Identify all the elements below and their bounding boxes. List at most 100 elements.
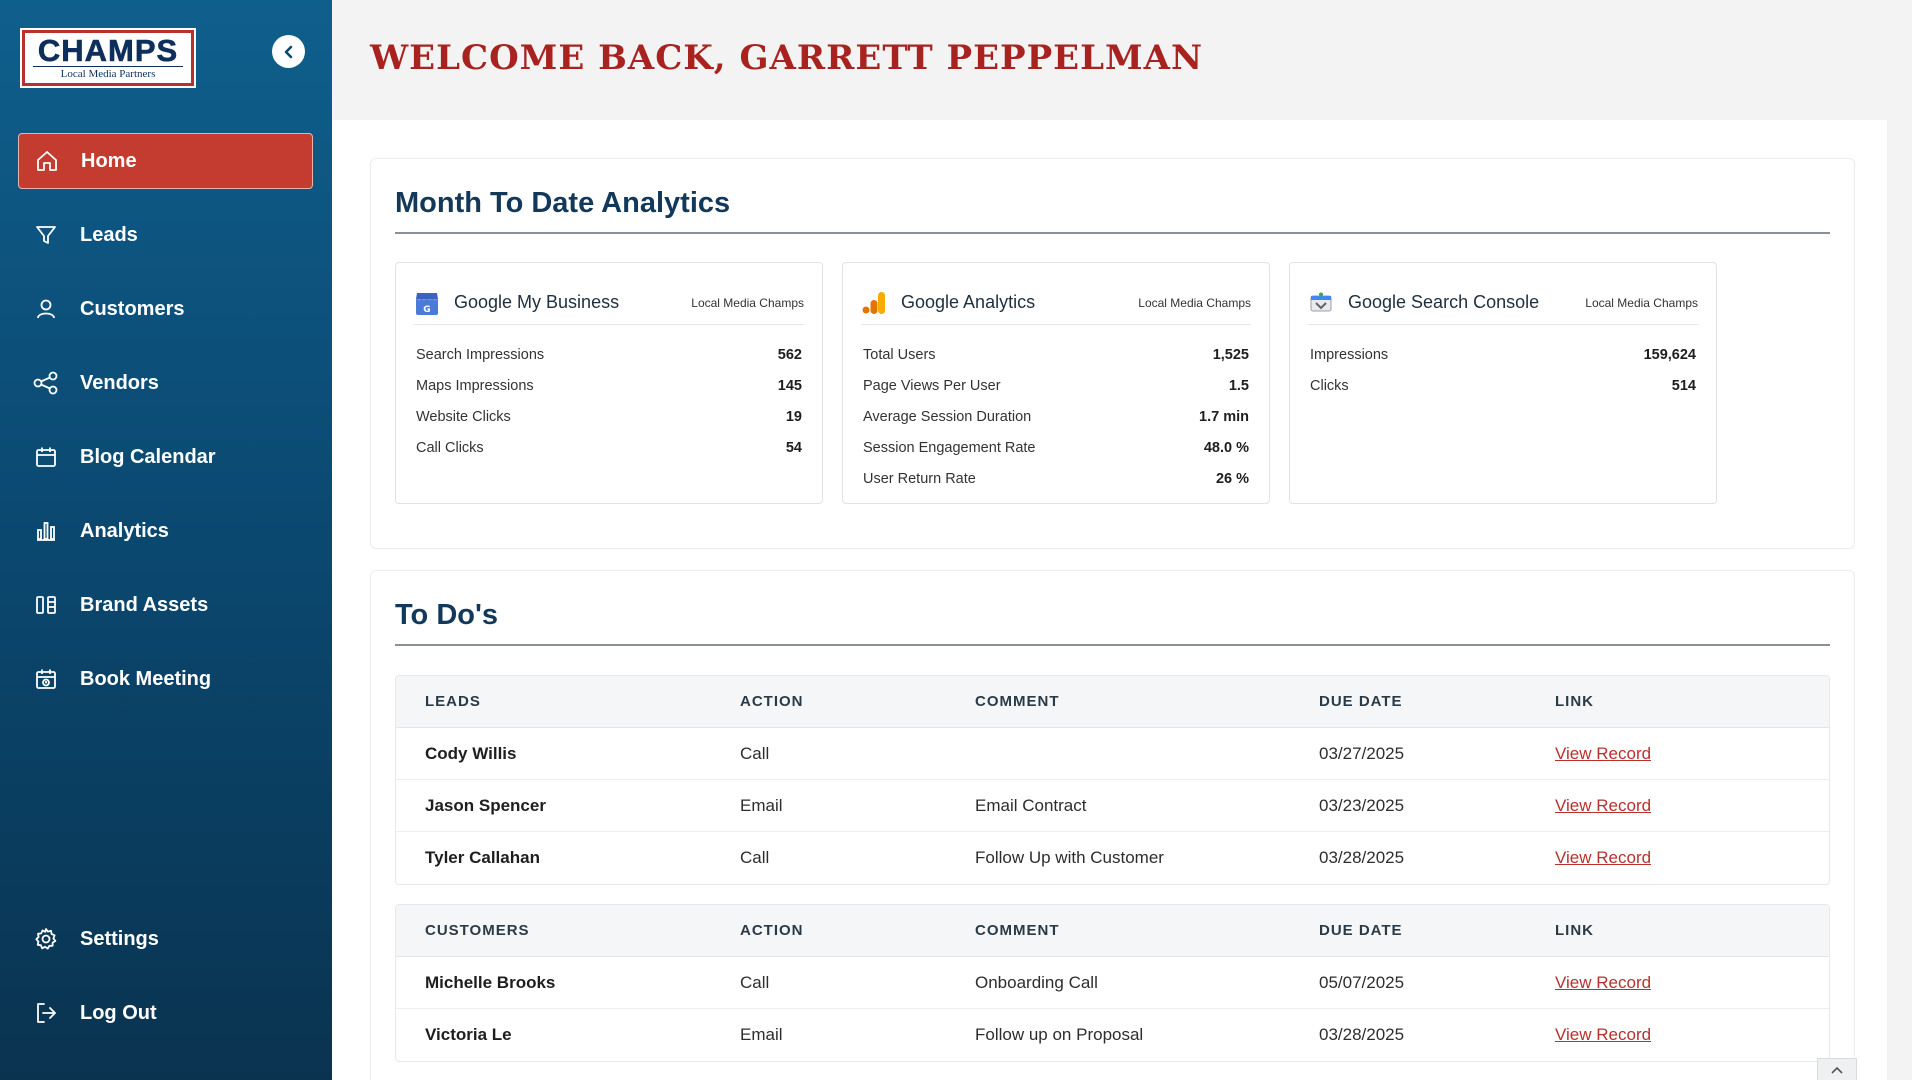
customer-name: Victoria Le [425, 1025, 512, 1044]
todos-card: To Do's LEADS ACTION COMMENT DUE DATE LI… [370, 570, 1855, 1080]
metric-value: 1.7 min [1199, 408, 1249, 425]
action: Email [740, 1025, 783, 1044]
column-header: COMMENT [975, 922, 1060, 939]
sidebar-item-label: Customers [80, 297, 185, 320]
due-date: 03/28/2025 [1319, 1025, 1405, 1044]
column-header: CUSTOMERS [425, 922, 530, 939]
view-record-link[interactable]: View Record [1555, 848, 1652, 867]
metric-value: 54 [785, 439, 802, 456]
metric-value: 1,525 [1212, 346, 1249, 363]
table-row: Victoria Le Email Follow up on Proposal … [396, 1009, 1829, 1061]
sidebar-item-label: Settings [80, 927, 159, 950]
sidebar-item-leads[interactable]: Leads [18, 207, 313, 263]
metric-value: 562 [777, 346, 802, 363]
bar-chart-icon [32, 517, 60, 545]
action: Email [740, 795, 783, 815]
sidebar-item-home[interactable]: Home [18, 133, 313, 189]
card-owner: Local Media Champs [691, 295, 804, 310]
comment: Follow up on Proposal [975, 1025, 1144, 1044]
sidebar-item-settings[interactable]: Settings [18, 911, 313, 967]
collapse-sidebar-button[interactable] [272, 35, 305, 68]
champs-logo[interactable]: CHAMPS Local Media Partners [22, 30, 194, 86]
metric-label: Average Session Duration [863, 408, 1032, 425]
metric-value: 145 [777, 377, 802, 394]
view-record-link[interactable]: View Record [1555, 743, 1652, 763]
table-row: Tyler Callahan Call Follow Up with Custo… [396, 832, 1829, 884]
card-owner: Local Media Champs [1138, 295, 1251, 310]
metric-value: 19 [785, 408, 802, 425]
sidebar-item-vendors[interactable]: Vendors [18, 355, 313, 411]
column-header: LINK [1555, 693, 1594, 710]
card-header: G Google My Business Local Media Champs [414, 281, 804, 325]
calendar-clock-icon [32, 665, 60, 693]
metric-label: Website Clicks [416, 408, 511, 425]
metric-row: Impressions 159,624 [1310, 339, 1696, 370]
due-date: 03/27/2025 [1319, 743, 1405, 763]
view-record-link[interactable]: View Record [1555, 795, 1652, 815]
page-header: WELCOME BACK, GARRETT PEPPELMAN [332, 0, 1912, 120]
sidebar-item-blog-calendar[interactable]: Blog Calendar [18, 429, 313, 485]
sidebar-item-label: Analytics [80, 519, 169, 542]
metric-list: Search Impressions 562 Maps Impressions 14… [416, 339, 802, 463]
table-header: CUSTOMERS ACTION COMMENT DUE DATE LINK [396, 905, 1829, 957]
comment: Email Contract [975, 795, 1087, 815]
calendar-icon [32, 443, 60, 471]
sidebar-item-label: Blog Calendar [80, 445, 216, 468]
card-header: Google Analytics Local Media Champs [861, 281, 1251, 325]
logout-icon [32, 999, 60, 1027]
metric-row: Clicks 514 [1310, 370, 1696, 401]
leads-table: LEADS ACTION COMMENT DUE DATE LINK Cody … [395, 675, 1830, 885]
column-header: DUE DATE [1319, 693, 1403, 710]
google-search-console-card: Google Search Console Local Media Champs… [1289, 262, 1717, 504]
table-row: Cody Willis Call 03/27/2025 View Record [396, 728, 1829, 780]
chevron-left-icon [284, 45, 292, 58]
sidebar-item-customers[interactable]: Customers [18, 281, 313, 337]
brand-assets-icon [32, 591, 60, 619]
column-header: LINK [1555, 922, 1594, 939]
table-row: Jason Spencer Email Email Contract 03/23… [396, 780, 1829, 832]
logo-tagline: Local Media Partners [33, 66, 183, 80]
lead-name: Tyler Callahan [425, 848, 540, 867]
todos-title: To Do's [395, 599, 499, 631]
column-header: COMMENT [975, 693, 1060, 710]
sidebar-item-analytics[interactable]: Analytics [18, 503, 313, 559]
due-date: 05/07/2025 [1319, 972, 1405, 992]
analytics-divider [395, 232, 1830, 234]
view-record-link[interactable]: View Record [1555, 972, 1652, 992]
view-record-link[interactable]: View Record [1555, 1025, 1652, 1044]
sidebar-item-logout[interactable]: Log Out [18, 985, 313, 1041]
scroll-to-top-button[interactable] [1817, 1058, 1857, 1080]
customers-table: CUSTOMERS ACTION COMMENT DUE DATE LINK M… [395, 904, 1830, 1062]
metric-label: Impressions [1310, 346, 1389, 363]
sidebar-item-label: Book Meeting [80, 667, 212, 690]
column-header: ACTION [740, 922, 804, 939]
filter-icon [32, 221, 60, 249]
action: Call [740, 743, 770, 763]
metric-label: Page Views Per User [863, 377, 1001, 394]
metric-list: Total Users 1,525 Page Views Per User 1.5 … [863, 339, 1249, 494]
metric-row: Search Impressions 562 [416, 339, 802, 370]
metric-value: 514 [1671, 377, 1696, 394]
sidebar-item-book-meeting[interactable]: Book Meeting [18, 651, 313, 707]
table-row: Michelle Brooks Call Onboarding Call 05/… [396, 957, 1829, 1009]
todos-divider [395, 644, 1830, 646]
customer-name: Michelle Brooks [425, 972, 556, 992]
sidebar-item-brand-assets[interactable]: Brand Assets [18, 577, 313, 633]
share-icon [32, 369, 60, 397]
metric-label: Total Users [863, 346, 936, 363]
google-my-business-card: G Google My Business Local Media Champs … [395, 262, 823, 504]
metric-row: Website Clicks 19 [416, 401, 802, 432]
metric-value: 26 % [1215, 470, 1249, 487]
comment: Follow Up with Customer [975, 848, 1164, 867]
column-header: DUE DATE [1319, 922, 1403, 939]
metric-row: Average Session Duration 1.7 min [863, 401, 1249, 432]
card-name: Google My Business [454, 292, 620, 312]
sidebar-item-label: Log Out [80, 1001, 157, 1024]
due-date: 03/28/2025 [1319, 848, 1405, 867]
gear-icon [32, 925, 60, 953]
analytics-title: Month To Date Analytics [395, 187, 731, 219]
google-analytics-card: Google Analytics Local Media Champs Tota… [842, 262, 1270, 504]
metric-label: Maps Impressions [416, 377, 534, 394]
chevron-up-icon [1831, 1066, 1843, 1074]
analytics-card: Month To Date Analytics G Google My Busi… [370, 158, 1855, 549]
